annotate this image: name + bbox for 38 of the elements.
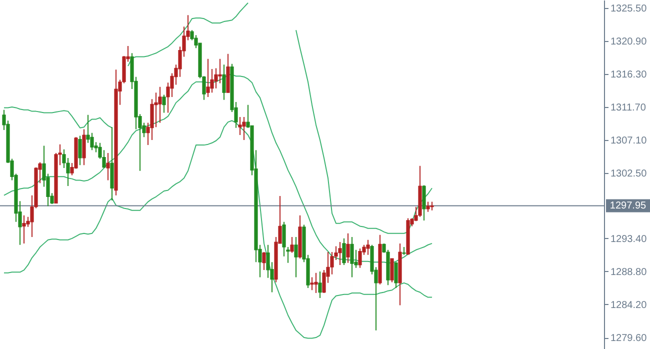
y-tick-label: 1316.30 <box>610 69 648 80</box>
candlestick <box>218 58 222 84</box>
candlestick <box>78 135 82 166</box>
candlestick <box>358 248 362 268</box>
candlestick <box>342 238 346 266</box>
candlestick <box>338 242 342 266</box>
candlestick <box>162 94 166 114</box>
candlestick <box>242 116 246 141</box>
y-tick-label: 1320.90 <box>610 36 648 48</box>
candlestick <box>350 236 354 278</box>
candlestick <box>106 152 110 181</box>
candlestick <box>222 64 226 100</box>
ref-line-label: 1297.95 <box>610 200 647 212</box>
y-tick-label: 1288.80 <box>610 266 648 278</box>
candlestick <box>394 262 398 288</box>
candlestick <box>346 232 350 264</box>
candlestick <box>366 239 370 256</box>
candlestick <box>82 128 86 166</box>
candlestick <box>426 201 430 212</box>
candlestick <box>238 116 242 136</box>
candlestick <box>294 236 298 278</box>
y-tick-label: 1307.10 <box>610 136 648 147</box>
candlestick <box>310 276 314 291</box>
y-tick-label: 1279.60 <box>610 333 648 344</box>
y-tick-label: 1311.70 <box>610 102 646 114</box>
candlestick <box>158 86 162 124</box>
candlestick <box>290 236 294 254</box>
y-tick-label: 1302.50 <box>610 168 648 180</box>
candlestick <box>318 270 322 299</box>
y-tick-label: 1325.50 <box>610 3 648 14</box>
candlestick <box>22 214 26 244</box>
y-tick-label: 1293.40 <box>610 234 648 245</box>
y-tick-label: 1284.20 <box>610 300 648 311</box>
candlestick <box>422 184 426 221</box>
candlestick <box>206 58 210 98</box>
candlestick <box>262 252 266 271</box>
candlestick <box>314 272 318 294</box>
candlestick <box>390 258 394 283</box>
